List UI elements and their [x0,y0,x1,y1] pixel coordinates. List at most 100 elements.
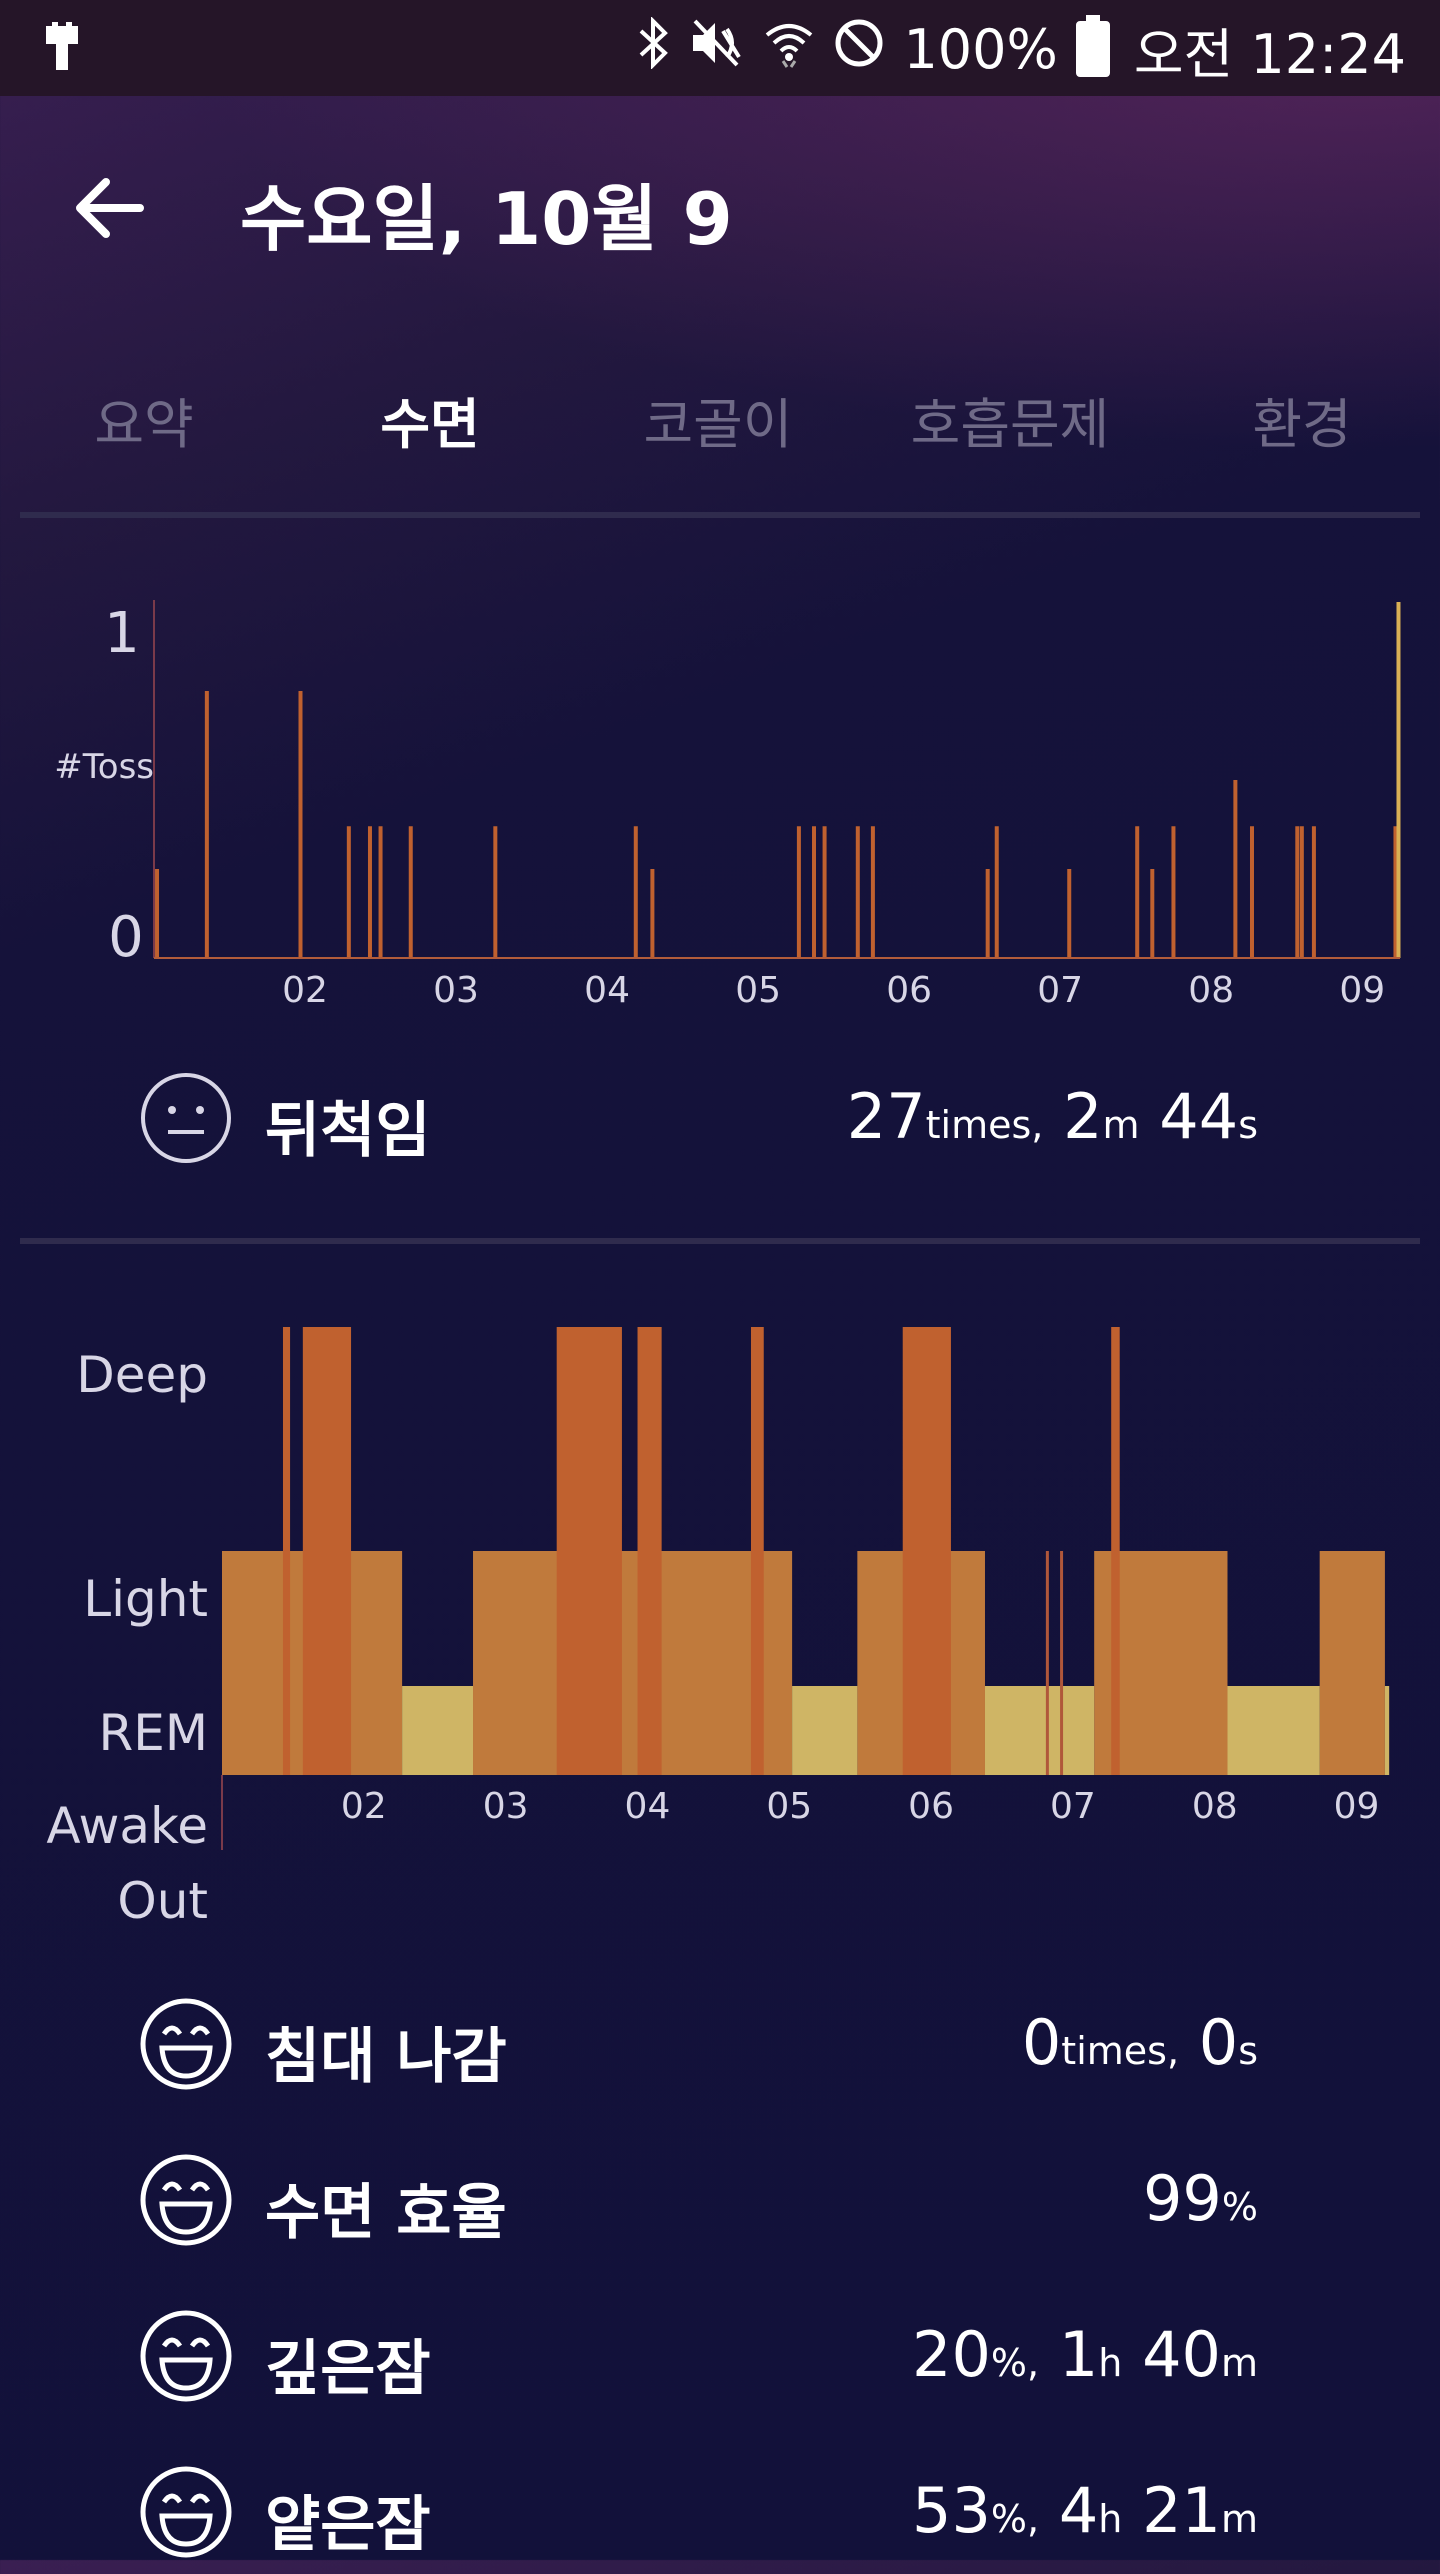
stat-number: 1 [1039,2318,1099,2391]
rem-sleep-segment [792,1686,858,1775]
stat-label-out-of-bed: 침대 나감 [265,2022,507,2092]
light-sleep-segment [1319,1551,1385,1775]
bluetooth-icon [637,16,671,81]
toss-x-tick-label: 07 [1037,970,1083,1011]
stage-x-tick-label: 03 [483,1786,529,1827]
stage-x-tick-label: 06 [908,1786,954,1827]
stat-unit: %, [990,2341,1040,2385]
stat-label-light-sleep: 얕은잠 [265,2490,431,2560]
neutral-face-icon [141,1073,231,1163]
stage-x-tick-label: 07 [1050,1786,1096,1827]
stat-unit: s [1238,2029,1258,2073]
stat-number: 99 [1142,2162,1222,2235]
stat-number: 21 [1122,2474,1221,2547]
stage-x-tick-label: 08 [1192,1786,1238,1827]
happy-face-icon [140,2466,232,2558]
toss-x-tick-label: 09 [1339,970,1385,1011]
stage-x-tick-label: 09 [1334,1786,1380,1827]
stat-number: 4 [1039,2474,1099,2547]
usb-icon [42,22,82,83]
mute-vibrate-icon [689,17,745,81]
stat-value-deep-sleep: 20%, 1h 40m [912,2318,1258,2391]
deep-sleep-segment [282,1327,291,1775]
stat-number: 44 [1139,1080,1239,1153]
stat-unit: m [1220,2341,1258,2385]
stat-row-sleep-efficiency: 수면 효율 99% [0,2152,1440,2262]
stat-unit: % [1221,2185,1258,2229]
stat-unit: m [1102,1103,1140,1147]
battery-icon [1075,15,1110,77]
deep-sleep-segment [750,1327,764,1775]
tab-sleep[interactable]: 수면 [380,393,480,456]
stat-unit: m [1220,2497,1258,2541]
tab-breathing[interactable]: 호흡문제 [910,393,1110,456]
stat-label-sleep-efficiency: 수면 효율 [265,2178,507,2248]
stat-row-toss: 뒤척임 27times, 2m 44s [0,1070,1440,1180]
stat-value-out-of-bed: 0times, 0s [1022,2006,1258,2079]
stage-x-tick-label: 05 [766,1786,812,1827]
deep-sleep-segment [302,1327,352,1775]
stat-number: 27 [846,1080,926,1153]
stat-value-light-sleep: 53%, 4h 21m [912,2474,1258,2547]
stat-number: 2 [1043,1080,1103,1153]
tab-divider [20,512,1420,518]
tab-bar: 요약 수면 코골이 호흡문제 환경 [0,380,1440,460]
toss-x-tick-label: 04 [584,970,630,1011]
rem-sleep-segment [1384,1686,1390,1775]
toss-chart: 1 #Toss 0 02 03 04 05 06 07 08 09 [54,600,1401,1011]
stat-row-light-sleep: 얕은잠 53%, 4h 21m [0,2464,1440,2574]
stat-unit: s [1238,1103,1258,1147]
stat-value-toss: 27times, 2m 44s [847,1080,1258,1153]
toss-y-tick-max: 1 [104,601,140,666]
battery-percent: 100% [903,17,1058,81]
deep-sleep-segment [637,1327,662,1775]
stage-label-rem: REM [99,1704,208,1762]
stage-label-deep: Deep [76,1346,208,1404]
wifi-icon [763,17,815,81]
toss-x-tick-label: 08 [1188,970,1234,1011]
tab-snoring[interactable]: 코골이 [643,393,793,456]
stat-label-toss: 뒤척임 [265,1096,431,1166]
stat-unit: %, [990,2497,1040,2541]
stage-label-light: Light [83,1570,208,1628]
happy-face-icon [140,2310,232,2402]
stat-number: 0 [1179,2006,1239,2079]
toss-y-label: #Toss [54,747,154,787]
sleep-stage-chart: Deep Light REM Awake Out 02 03 04 05 06 07 08 0… [46,1327,1390,1930]
toss-y-tick-min: 0 [108,905,144,970]
toss-x-tick-label: 03 [433,970,479,1011]
stat-number: 53 [912,2474,991,2547]
clock: 오전 12:24 [1133,22,1406,86]
toss-x-tick-label: 02 [282,970,328,1011]
stat-unit: h [1098,2497,1123,2541]
stat-value-sleep-efficiency: 99% [1143,2162,1258,2235]
deep-sleep-segment [1111,1327,1120,1775]
stat-number: 40 [1122,2318,1221,2391]
do-not-disturb-icon [833,17,885,81]
stage-x-tick-label: 04 [625,1786,671,1827]
back-button[interactable] [70,168,150,248]
deep-sleep-segment [902,1327,951,1775]
happy-face-icon [140,1998,232,2090]
arrow-left-icon [76,178,144,238]
section-divider [20,1238,1420,1244]
stage-label-awake: Awake [46,1797,208,1855]
stat-number: 0 [1021,2006,1062,2079]
stage-x-tick-label: 02 [341,1786,387,1827]
light-sleep-segment [473,1551,793,1775]
stat-unit: times, [925,1103,1044,1147]
stage-label-out: Out [117,1872,208,1930]
page-title: 수요일, 10월 9 [240,177,733,261]
stat-label-deep-sleep: 깊은잠 [265,2334,431,2404]
stat-number: 20 [912,2318,991,2391]
stat-row-out-of-bed: 침대 나감 0times, 0s [0,1996,1440,2106]
happy-face-icon [140,2154,232,2246]
tab-summary[interactable]: 요약 [94,393,194,456]
stat-unit: h [1098,2341,1123,2385]
rem-sleep-segment [984,1686,1095,1775]
stat-row-deep-sleep: 깊은잠 20%, 1h 40m [0,2308,1440,2418]
status-bar: 100% 오전 12:24 [0,0,1440,96]
rem-sleep-segment [402,1686,474,1775]
tab-environment[interactable]: 환경 [1252,393,1352,456]
deep-sleep-segment [556,1327,622,1775]
